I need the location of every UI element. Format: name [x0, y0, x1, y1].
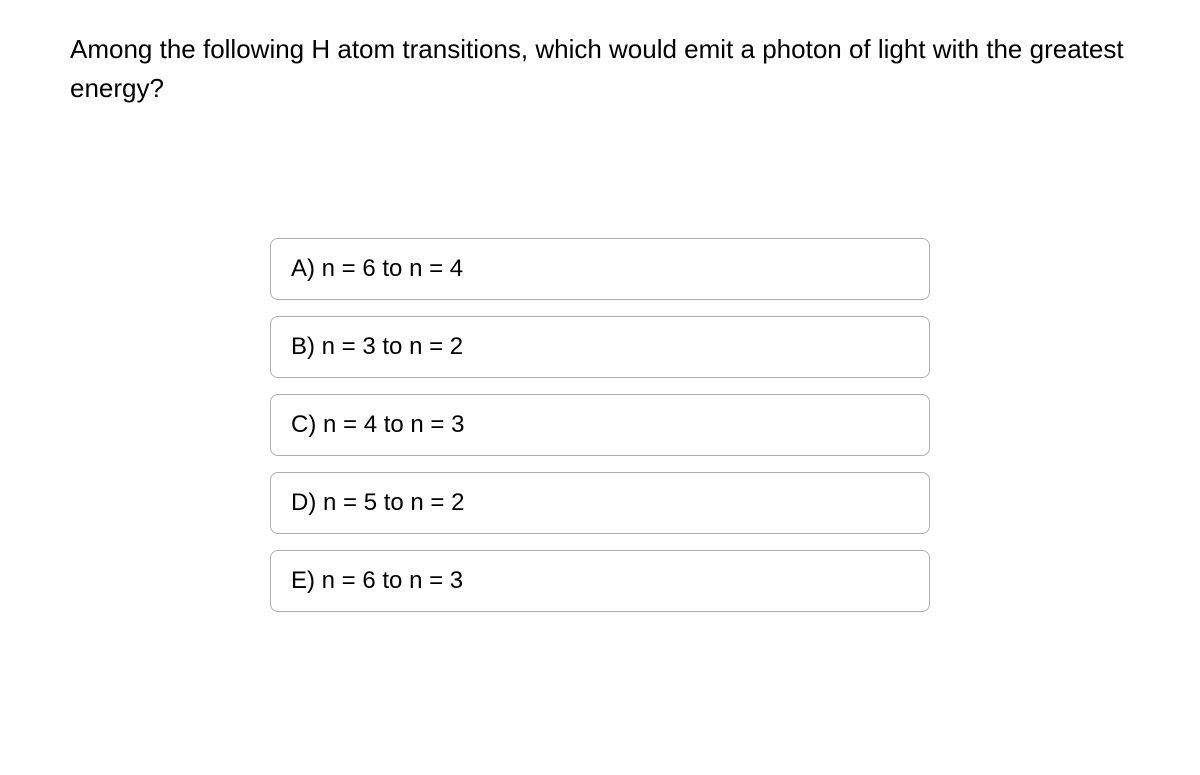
options-container: A) n = 6 to n = 4 B) n = 3 to n = 2 C) n…	[270, 238, 930, 612]
option-a[interactable]: A) n = 6 to n = 4	[270, 238, 930, 300]
option-c[interactable]: C) n = 4 to n = 3	[270, 394, 930, 456]
option-d[interactable]: D) n = 5 to n = 2	[270, 472, 930, 534]
option-e[interactable]: E) n = 6 to n = 3	[270, 550, 930, 612]
question-text: Among the following H atom transitions, …	[70, 30, 1130, 108]
option-b[interactable]: B) n = 3 to n = 2	[270, 316, 930, 378]
